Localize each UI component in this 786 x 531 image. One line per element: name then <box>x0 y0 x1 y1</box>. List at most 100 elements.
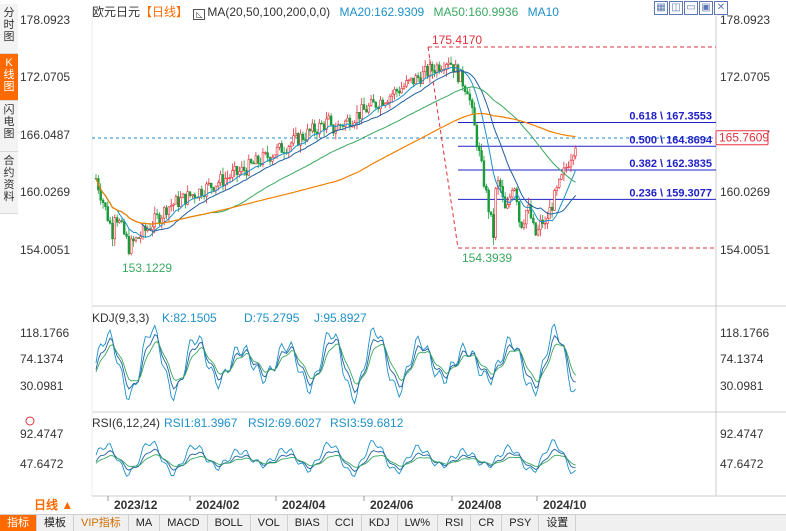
candle-body <box>470 99 474 108</box>
candle-body <box>108 220 112 224</box>
toolbar-item-3[interactable]: MA <box>129 515 161 531</box>
candle-body <box>405 80 408 87</box>
rsi-axis-right: 47.6472 <box>720 457 764 471</box>
candle-body <box>235 166 239 175</box>
candle-body <box>438 64 441 72</box>
kdj-axis-right: 74.1374 <box>720 352 764 366</box>
kdj-axis-left: 30.0981 <box>20 379 64 393</box>
toolbar-item-7[interactable]: BIAS <box>288 515 328 531</box>
candle-body <box>428 64 432 77</box>
ma20-value: MA20:162.9309 <box>339 5 425 19</box>
toolbar-item-14[interactable]: 设置 <box>539 515 577 531</box>
candle-body <box>506 204 509 209</box>
toolbar-item-8[interactable]: CCI <box>328 515 362 531</box>
candle-body <box>228 177 232 179</box>
candle-body <box>499 180 502 187</box>
candle-body <box>536 229 540 236</box>
grid-icon[interactable]: ▦ <box>654 1 668 15</box>
candle-body <box>482 160 486 187</box>
candle-body <box>242 166 246 171</box>
candle-body <box>99 189 102 201</box>
tile-icon[interactable]: ◫ <box>669 1 683 15</box>
candle-body <box>395 89 399 92</box>
candle-body <box>569 159 573 168</box>
candle-body <box>191 194 194 197</box>
candle-body <box>155 213 159 216</box>
candle-body <box>560 174 563 180</box>
minimize-icon[interactable]: ▭ <box>684 1 698 15</box>
toolbar-item-0[interactable]: 指标 <box>0 515 37 531</box>
period-selector[interactable]: 日线 ▲ <box>34 498 74 512</box>
toolbar-item-13[interactable]: PSY <box>502 515 540 531</box>
candle-body <box>123 221 126 235</box>
candle-body <box>151 226 154 231</box>
toolbar-item-6[interactable]: VOL <box>251 515 288 531</box>
main-axis-left-label: 172.0705 <box>20 70 70 84</box>
candle-body <box>127 236 131 254</box>
candle-body <box>181 193 185 199</box>
toolbar-item-11[interactable]: RSI <box>438 515 472 531</box>
candle-body <box>485 185 488 191</box>
candle-body <box>508 196 512 205</box>
rsi-settings-icon[interactable] <box>25 416 35 426</box>
candle-body <box>539 219 542 230</box>
candle-body <box>407 79 410 82</box>
candle-body <box>494 188 497 238</box>
kdj-axis-right: 30.0981 <box>720 379 764 393</box>
candle-body <box>379 99 382 110</box>
candle-body <box>473 107 476 126</box>
candle-body <box>414 75 417 85</box>
candle-body <box>454 64 457 73</box>
main-axis-right-label: 178.0923 <box>720 13 770 27</box>
date-axis-label: 2024/04 <box>282 498 326 512</box>
symbol-name: 欧元日元 <box>92 5 141 19</box>
candle-body <box>480 150 483 162</box>
ma-toggle-icon[interactable]: ◺ <box>193 9 206 20</box>
toolbar-item-1[interactable]: 模板 <box>37 515 74 531</box>
fib-level-label: 0.500 \ 164.8694 <box>629 134 712 146</box>
rsi2-value: RSI2:69.6027 <box>248 416 322 430</box>
candle-body <box>360 104 363 119</box>
candle-body <box>297 133 300 146</box>
toolbar-item-10[interactable]: LW% <box>398 515 439 531</box>
candle-body <box>557 178 561 188</box>
candle-body <box>344 120 347 127</box>
candle-body <box>449 62 453 65</box>
candle-body <box>433 70 436 74</box>
current-price-label: 165.7609 <box>719 131 769 145</box>
candle-body <box>487 189 490 213</box>
toolbar-item-5[interactable]: BOLL <box>208 515 251 531</box>
candle-body <box>525 210 528 225</box>
candle-body <box>125 233 128 237</box>
candle-body <box>165 207 168 215</box>
low-label: 154.3939 <box>462 251 512 265</box>
candle-body <box>120 220 124 222</box>
candle-body <box>275 146 279 156</box>
close-icon[interactable]: ✕ <box>714 1 728 15</box>
candle-body <box>158 214 161 224</box>
toolbar-item-2[interactable]: VIP指标 <box>74 515 129 531</box>
side-tab-0[interactable]: 分时图 <box>0 4 18 54</box>
candle-body <box>186 191 189 205</box>
ma-params[interactable]: MA(20,50,100,200,0,0) <box>207 5 331 19</box>
main-axis-right-label: 160.0269 <box>720 185 770 199</box>
main-axis-right-label: 172.0705 <box>720 70 770 84</box>
period-tag[interactable]: 【日线】 <box>140 5 189 19</box>
chart-legend: 欧元日元【日线】 ◺ MA(20,50,100,200,0,0) MA20:162… <box>92 3 565 20</box>
side-tab-2[interactable]: 闪电图 <box>0 101 18 152</box>
candle-body <box>257 155 260 164</box>
candle-body <box>106 206 109 221</box>
candle-body <box>412 77 415 85</box>
maximize-icon[interactable]: ▣ <box>699 1 713 15</box>
kdj-j-line <box>95 323 576 405</box>
candle-body <box>478 146 481 151</box>
toolbar-item-4[interactable]: MACD <box>160 515 208 531</box>
side-tab-3[interactable]: 合约资料 <box>0 152 18 214</box>
toolbar-item-9[interactable]: KDJ <box>362 515 398 531</box>
kline-chart[interactable]: 178.0923 178.0923 172.0705 172.0705 166.0487… <box>0 0 786 514</box>
candle-body <box>170 205 173 208</box>
toolbar-item-12[interactable]: CR <box>471 515 503 531</box>
rsi1-line <box>95 439 576 477</box>
